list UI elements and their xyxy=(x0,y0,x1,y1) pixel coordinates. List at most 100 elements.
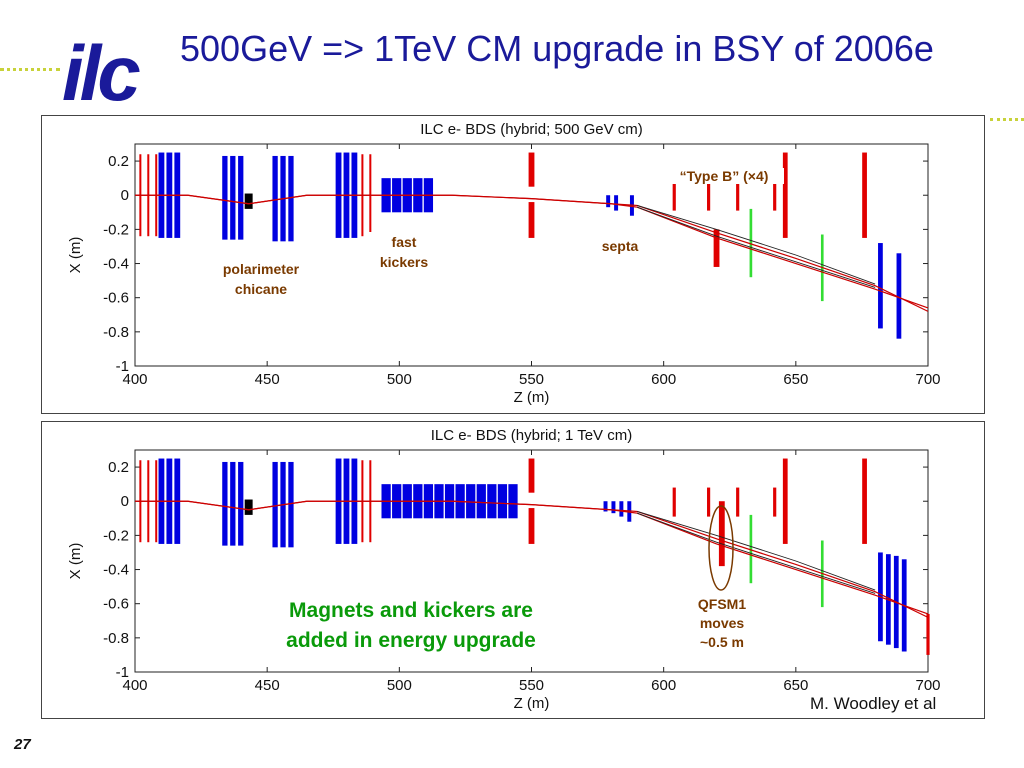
beam-trajectory xyxy=(135,500,929,615)
beam-trajectory xyxy=(637,511,876,591)
polarimeter-marker xyxy=(244,193,253,209)
y-tick-label: -0.8 xyxy=(103,630,129,647)
beam-trajectory xyxy=(637,512,876,594)
magnet-element xyxy=(528,508,535,544)
slide-title: 500GeV => 1TeV CM upgrade in BSY of 2006… xyxy=(180,28,934,69)
y-tick-label: -0.8 xyxy=(103,324,129,341)
magnet-element xyxy=(603,501,608,512)
magnet-element xyxy=(862,152,867,238)
y-axis-label: X (m) xyxy=(67,237,84,274)
magnet-element xyxy=(606,195,611,208)
type-b-label: “Type B” (×4) xyxy=(664,168,784,184)
magnet-element xyxy=(288,461,294,548)
magnet-element xyxy=(230,155,236,240)
x-axis-label: Z (m) xyxy=(514,389,550,406)
polarimeter-marker xyxy=(244,499,253,515)
magnet-element xyxy=(736,181,740,211)
qfsm1-line2: moves xyxy=(699,615,745,631)
magnet-element xyxy=(773,487,777,517)
upgrade-note-line1: Magnets and kickers are xyxy=(289,599,533,622)
x-tick-label: 600 xyxy=(651,371,676,388)
y-tick-label: -0.2 xyxy=(103,527,129,544)
magnet-element xyxy=(238,461,244,546)
magnet-element xyxy=(672,487,676,517)
y-tick-label: 0 xyxy=(121,187,129,204)
y-tick-label: -0.4 xyxy=(103,562,129,579)
polarimeter-line2: chicane xyxy=(234,281,288,297)
qfsm1-line1: QFSM1 xyxy=(697,596,747,612)
x-tick-label: 700 xyxy=(915,677,940,694)
fast-kickers-line1: fast xyxy=(391,234,417,250)
y-tick-label: -0.6 xyxy=(103,290,129,307)
beam-trajectory xyxy=(135,194,929,309)
x-tick-label: 650 xyxy=(783,371,808,388)
x-tick-label: 400 xyxy=(122,677,147,694)
magnet-element xyxy=(862,458,867,544)
y-tick-label: 0.2 xyxy=(108,459,129,476)
magnet-element xyxy=(528,202,535,238)
x-tick-label: 450 xyxy=(255,677,280,694)
x-tick-label: 600 xyxy=(651,677,676,694)
magnet-element xyxy=(611,501,616,514)
polarimeter-label: polarimeter chicane xyxy=(205,259,317,299)
magnet-element xyxy=(718,501,725,567)
magnet-element xyxy=(749,208,753,278)
fast-kickers-line2: kickers xyxy=(379,254,429,270)
fast-kickers-label: fast kickers xyxy=(368,232,440,272)
magnet-element xyxy=(773,181,777,211)
y-tick-label: 0 xyxy=(121,493,129,510)
dotted-line-left xyxy=(0,68,60,71)
magnet-element xyxy=(230,461,236,546)
magnet-element xyxy=(238,155,244,240)
magnet-element xyxy=(288,155,294,242)
magnet-element xyxy=(619,501,624,517)
chart-title: ILC e- BDS (hybrid; 500 GeV cm) xyxy=(420,121,643,138)
x-tick-label: 650 xyxy=(783,677,808,694)
x-tick-label: 700 xyxy=(915,371,940,388)
x-axis-label: Z (m) xyxy=(514,695,550,712)
y-axis-label: X (m) xyxy=(67,543,84,580)
x-tick-label: 450 xyxy=(255,371,280,388)
y-tick-label: -1 xyxy=(116,358,129,375)
magnet-element xyxy=(272,155,278,242)
magnet-element xyxy=(528,152,535,187)
qfsm1-line3: ~0.5 m xyxy=(700,634,744,650)
qfsm1-ellipse xyxy=(708,505,734,591)
magnet-element xyxy=(736,487,740,517)
magnet-element xyxy=(272,461,278,548)
x-tick-label: 550 xyxy=(519,371,544,388)
magnet-element xyxy=(672,181,676,211)
ilc-logo-text: ilc xyxy=(62,29,140,106)
magnet-element xyxy=(926,613,930,655)
magnet-element xyxy=(528,458,535,493)
y-tick-label: -0.6 xyxy=(103,596,129,613)
chart-1tev: ILC e- BDS (hybrid; 1 TeV cm) 400 450 500 55… xyxy=(67,427,941,712)
magnet-element xyxy=(707,487,711,517)
magnet-element xyxy=(222,461,228,546)
chart-panel-500gev: ILC e- BDS (hybrid; 500 GeV cm) 400 450 500… xyxy=(41,115,985,414)
y-tick-label: 0.2 xyxy=(108,153,129,170)
ilc-logo: ilc xyxy=(62,29,140,106)
x-tick-label: 550 xyxy=(519,677,544,694)
magnet-element xyxy=(466,484,476,519)
qfsm1-label: QFSM1 moves ~0.5 m xyxy=(684,595,760,652)
credit-text: M. Woodley et al xyxy=(810,694,937,713)
chart-500gev: ILC e- BDS (hybrid; 500 GeV cm) 400 450 500… xyxy=(67,121,941,406)
magnet-element xyxy=(782,152,788,238)
magnet-element xyxy=(497,484,508,519)
polarimeter-line1: polarimeter xyxy=(222,261,300,277)
magnet-element xyxy=(614,195,619,211)
magnet-element xyxy=(508,484,518,519)
magnet-element xyxy=(713,229,720,267)
magnet-element xyxy=(476,484,486,519)
dotted-line-right xyxy=(990,118,1024,121)
x-tick-label: 500 xyxy=(387,677,412,694)
magnet-element xyxy=(878,243,883,329)
chart-title: ILC e- BDS (hybrid; 1 TeV cm) xyxy=(431,427,632,444)
y-tick-label: -0.2 xyxy=(103,221,129,238)
magnet-element xyxy=(707,181,711,211)
magnet-element xyxy=(222,155,228,240)
y-tick-label: -0.4 xyxy=(103,256,129,273)
y-tick-label: -1 xyxy=(116,664,129,681)
beam-trajectory xyxy=(637,206,876,288)
